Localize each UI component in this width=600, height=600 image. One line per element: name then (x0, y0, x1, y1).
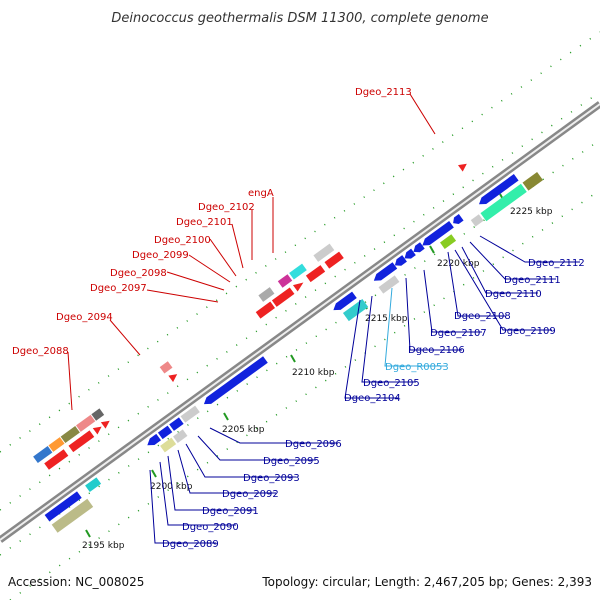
gene-label-2109: Dgeo_2109 (499, 326, 556, 337)
rna-leader-line (384, 287, 446, 367)
gene-box-2092 (157, 425, 173, 440)
gene-box-2097 (258, 287, 275, 302)
gene-box-2089 (44, 491, 82, 522)
topology-label: Topology: circular; Length: 2,467,205 bp… (261, 575, 592, 589)
gene-label-2091: Dgeo_2091 (202, 506, 259, 517)
gene-label-2096: Dgeo_2096 (285, 439, 342, 450)
gene-box-2093 (169, 417, 184, 431)
scale-label-2210: 2210 kbp (292, 368, 335, 378)
gene-arrow-2112 (479, 174, 519, 205)
diagram-title: Deinococcus geothermalis DSM 11300, comp… (111, 11, 488, 26)
gene-arrow-2088h (92, 426, 102, 435)
gene-label-2088: Dgeo_2088 (12, 346, 69, 357)
gene-label-2104: Dgeo_2104 (344, 393, 401, 404)
gene-label-2094: Dgeo_2094 (56, 312, 113, 323)
gene-box-2088b (48, 437, 65, 452)
gene-label-2090: Dgeo_2090 (182, 522, 239, 533)
scale-label-2220: 2220 kbp (437, 259, 480, 269)
gene-box-2102 (305, 265, 326, 283)
gene-box-2088e (91, 408, 105, 421)
gene-box-2090 (85, 477, 102, 493)
gene-box-2101 (289, 263, 307, 280)
gene-box-2105b (378, 275, 400, 294)
scale-label-2225: 2225 kbp (510, 207, 553, 217)
gene-box-2088g (68, 430, 95, 453)
gene-arrow-2111 (453, 213, 464, 224)
gene-label-2108: Dgeo_2108 (454, 311, 511, 322)
gene-box-2100 (271, 287, 295, 307)
gene-box-2099 (277, 274, 293, 288)
scale-labels: 2195 kbp 2200 kbp 2205 kbp 2210 kbp 2215… (82, 207, 553, 551)
gene-box-2112c (480, 183, 527, 222)
gene-label-2089: Dgeo_2089 (162, 539, 219, 550)
scale-label-2205: 2205 kbp (222, 425, 265, 435)
gene-box-2088f (44, 449, 69, 470)
gene-box-2093b (173, 429, 188, 443)
gene-label-2107: Dgeo_2107 (430, 328, 487, 339)
gene-arrow-2113 (457, 163, 467, 172)
gene-box-2102b (324, 251, 344, 269)
accession-label: Accession: NC_008025 (8, 575, 144, 589)
gene-box-2088a (33, 445, 53, 464)
gene-arrow-2109 (413, 242, 425, 253)
gene-label-2111: Dgeo_2111 (504, 275, 561, 286)
gene-label-engA: engA (248, 188, 274, 199)
gene-box-2088d (76, 414, 96, 432)
bottom-gene-labels: Dgeo_2112 Dgeo_2111 Dgeo_2110 Dgeo_2108 … (162, 258, 585, 550)
gene-label-2101: Dgeo_2101 (176, 217, 233, 228)
gene-label-2105: Dgeo_2105 (363, 378, 420, 389)
gene-label-2102: Dgeo_2102 (198, 202, 255, 213)
gene-label-2095: Dgeo_2095 (263, 456, 320, 467)
gene-box-2094 (159, 361, 173, 374)
gene-arrow-2104 (333, 291, 357, 311)
gene-label-2100: Dgeo_2100 (154, 235, 211, 246)
gene-arrow-2107 (394, 255, 407, 266)
top-leader-lines (67, 93, 436, 411)
gene-arrow-2106 (373, 262, 398, 281)
gene-box-engA (313, 243, 335, 262)
gene-label-R0053: Dgeo_R0053 (385, 362, 449, 373)
gene-arrow-2091 (147, 433, 161, 446)
gene-box-2095 (180, 405, 200, 423)
gene-arrow-2088i (100, 420, 110, 429)
gene-box-2110b (440, 234, 457, 249)
bottom-leader-lines (149, 235, 580, 544)
scale-label-2195: 2195 kbp (82, 541, 125, 551)
gene-box-2112d (522, 171, 543, 191)
gene-arrow-2096 (203, 356, 268, 405)
gene-label-2112: Dgeo_2112 (528, 258, 585, 269)
scale-label-2215: 2215 kbp (365, 314, 408, 324)
gene-box-2104b (342, 298, 369, 322)
gene-arrow-2100b (292, 282, 304, 292)
gene-box-2112b (470, 214, 484, 227)
gene-features (33, 163, 543, 533)
gene-label-2098: Dgeo_2098 (110, 268, 167, 279)
gene-box-2088c (60, 425, 80, 444)
gene-label-2106: Dgeo_2106 (408, 345, 465, 356)
gene-label-2097: Dgeo_2097 (90, 283, 147, 294)
genome-backbone (0, 101, 600, 543)
gene-label-2110: Dgeo_2110 (485, 289, 542, 300)
gene-label-2092: Dgeo_2092 (222, 489, 279, 500)
gene-box-2098 (255, 301, 276, 319)
top-gene-labels: Dgeo_2113 engA Dgeo_2102 Dgeo_2101 Dgeo_… (12, 87, 412, 357)
scale-label-2200: 2200 kbp (150, 482, 193, 492)
gene-label-2099: Dgeo_2099 (132, 250, 189, 261)
gene-box-2089b (51, 498, 94, 533)
gene-arrow-2108 (404, 248, 416, 259)
gene-arrow-2110 (422, 221, 454, 246)
gene-label-2093: Dgeo_2093 (243, 473, 300, 484)
gene-label-2113: Dgeo_2113 (355, 87, 412, 98)
gene-box-2091b (160, 437, 177, 453)
gene-arrow-2094 (168, 374, 178, 383)
